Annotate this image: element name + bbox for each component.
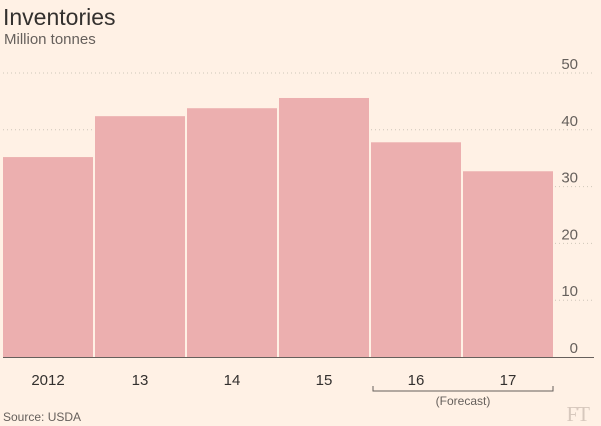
bar — [371, 142, 461, 357]
x-tick-label: 15 — [316, 372, 333, 389]
bar — [279, 97, 369, 357]
ft-logo: FT — [566, 402, 589, 426]
x-tick-label: 17 — [500, 372, 517, 389]
x-tick-label: 2012 — [31, 372, 64, 389]
bar — [463, 171, 553, 357]
bar — [95, 116, 185, 357]
source-note: Source: USDA — [3, 410, 82, 424]
chart-title: Inventories — [3, 4, 116, 30]
y-tick-label: 50 — [561, 56, 578, 73]
y-tick-label: 30 — [561, 170, 578, 187]
y-tick-label: 40 — [561, 113, 578, 130]
bar — [3, 157, 93, 357]
x-tick-label: 16 — [408, 372, 425, 389]
bar — [187, 108, 277, 357]
chart-subtitle: Million tonnes — [4, 31, 96, 48]
forecast-bracket — [372, 386, 554, 392]
y-tick-label: 10 — [561, 283, 578, 300]
x-tick-label: 14 — [224, 372, 241, 389]
y-tick-label: 0 — [570, 340, 578, 357]
forecast-label: (Forecast) — [436, 394, 491, 408]
y-tick-label: 20 — [561, 226, 578, 243]
x-tick-label: 13 — [132, 372, 149, 389]
